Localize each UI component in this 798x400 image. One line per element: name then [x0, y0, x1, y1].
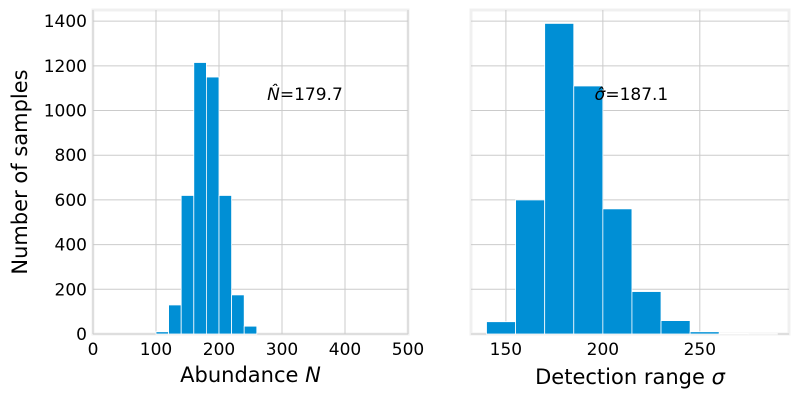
histogram-bar: [243, 325, 258, 335]
x-tick-label: 0: [88, 340, 99, 360]
x-tick-label: 200: [587, 340, 619, 360]
y-axis-label: Number of samples: [8, 69, 32, 274]
histogram-bar: [660, 320, 691, 335]
y-tick-label: 1000: [44, 102, 87, 122]
x-tick-label: 100: [140, 340, 172, 360]
x-tick-label: 250: [684, 340, 716, 360]
chart-detection-range: 150 200 250 Detection range σ σ̂=187.1: [469, 8, 791, 389]
histogram-bar: [486, 321, 516, 335]
y-tick-label: 1400: [44, 12, 87, 32]
x-tick-label: 500: [392, 340, 424, 360]
y-tick-label: 1200: [44, 57, 87, 77]
plot-frame: [91, 8, 410, 336]
histogram-bar: [631, 291, 662, 335]
chart-abundance: 0 100 200 300 400 500 0 200 400 600 800 1000 1200 140…: [44, 8, 424, 387]
histogram-bar: [155, 331, 169, 335]
estimate-annotation: N̂=179.7: [267, 84, 343, 105]
x-axis-label: Abundance N: [180, 363, 321, 387]
histogram-bar: [231, 294, 245, 335]
y-tick-label: 0: [76, 325, 87, 345]
x-tick-label: 400: [329, 340, 361, 360]
histogram-bar: [544, 23, 575, 335]
histogram-bar: [718, 332, 749, 335]
x-axis-label: Detection range σ: [535, 365, 725, 389]
histogram-bar: [689, 331, 720, 335]
y-tick-label: 800: [55, 146, 87, 166]
histogram-bar: [218, 195, 232, 335]
y-tick-label: 200: [55, 280, 87, 300]
histogram-bar: [515, 199, 546, 335]
histogram-bar: [180, 195, 195, 335]
histogram-bar: [205, 76, 220, 335]
x-tick-label: 300: [266, 340, 298, 360]
histogram-bar: [573, 85, 604, 335]
estimate-annotation: σ̂=187.1: [595, 85, 669, 105]
histogram-bar: [193, 62, 207, 335]
histogram-bar: [602, 208, 633, 335]
x-tick-label: 150: [490, 340, 522, 360]
y-tick-label: 600: [55, 191, 87, 211]
y-tick-label: 400: [55, 236, 87, 256]
histogram-bar: [168, 304, 182, 335]
x-tick-label: 200: [203, 340, 235, 360]
